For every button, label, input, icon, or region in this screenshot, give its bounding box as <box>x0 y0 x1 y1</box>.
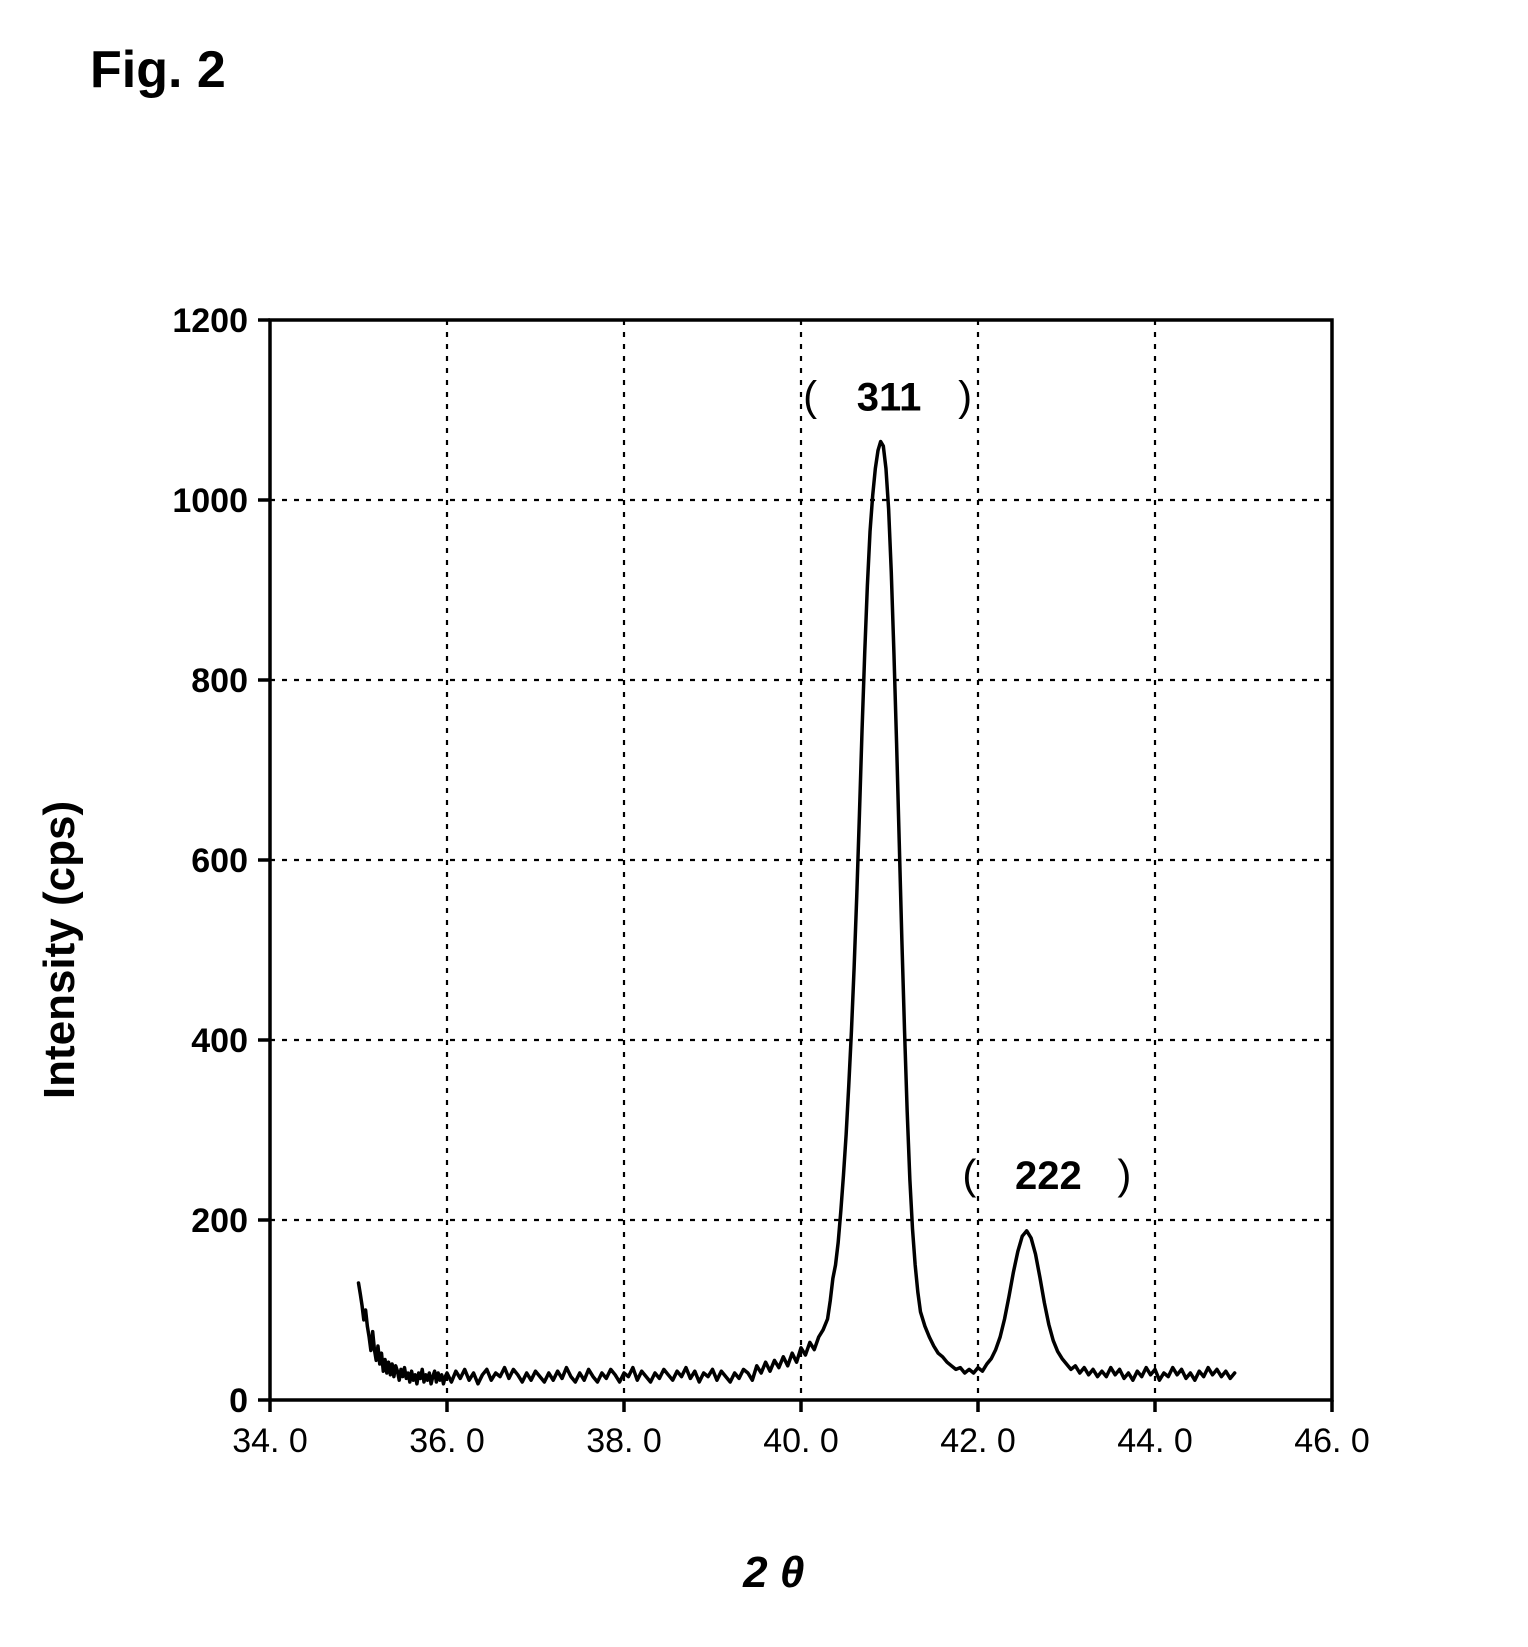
x-tick-label: 40. 0 <box>763 1422 839 1460</box>
x-tick-label: 44. 0 <box>1117 1422 1193 1460</box>
figure-title: Fig. 2 <box>90 40 226 100</box>
y-tick-label: 600 <box>191 842 248 880</box>
y-axis-label: Intensity (cps) <box>35 801 85 1099</box>
x-tick-label: 46. 0 <box>1294 1422 1370 1460</box>
y-tick-label: 800 <box>191 662 248 700</box>
y-tick-label: 200 <box>191 1202 248 1240</box>
x-tick-label: 38. 0 <box>586 1422 662 1460</box>
y-tick-label: 0 <box>229 1382 248 1420</box>
peak-label: 222 <box>1015 1154 1082 1198</box>
peak-label: 311 <box>857 376 922 420</box>
xrd-chart: Intensity (cps) 2 θ 02004006008001000120… <box>70 290 1450 1610</box>
y-tick-label: 1000 <box>172 482 248 520</box>
x-axis-label: 2 θ <box>743 1548 804 1598</box>
chart-svg: 0 200 400 600 800 1000 1200 34. 0 36. 0 38. 0 40. … <box>70 290 1450 1520</box>
y-tick-label: 400 <box>191 1022 248 1060</box>
peak-paren-close: ) <box>1117 1151 1131 1198</box>
x-tick-label: 34. 0 <box>232 1422 308 1460</box>
peak-paren-open: ( <box>962 1151 976 1198</box>
page: Fig. 2 Intensity (cps) 2 θ 0 200 400 600 800… <box>0 0 1528 1647</box>
y-tick-label: 1200 <box>172 302 248 340</box>
x-tick-label: 36. 0 <box>409 1422 485 1460</box>
peak-paren-open: ( <box>803 373 817 420</box>
peak-paren-close: ) <box>958 373 972 420</box>
x-tick-label: 42. 0 <box>940 1422 1016 1460</box>
